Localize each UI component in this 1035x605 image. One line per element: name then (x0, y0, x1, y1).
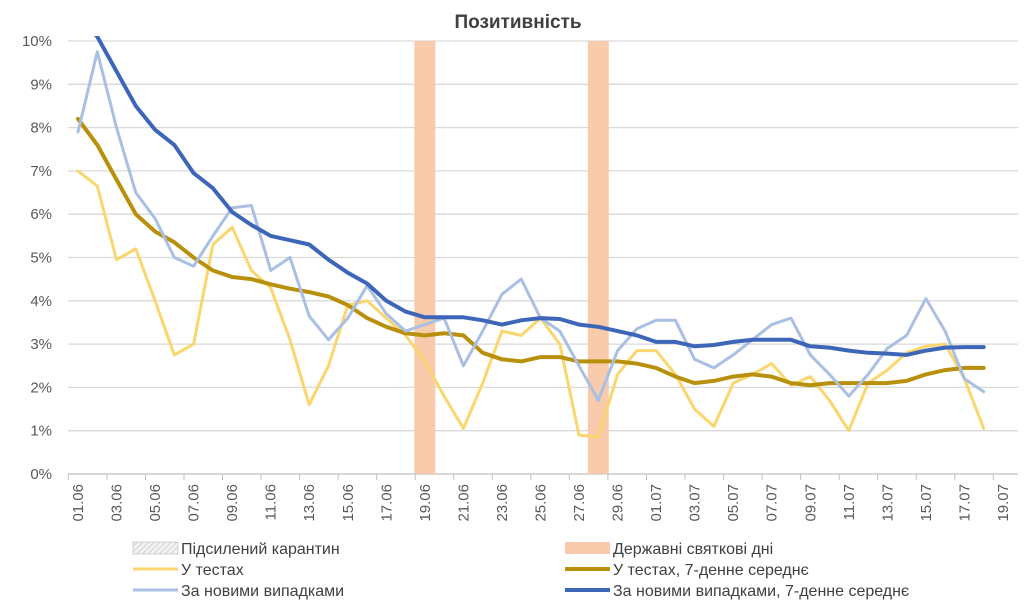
y-tick-label: 7% (30, 163, 52, 180)
y-tick-label: 1% (30, 423, 52, 440)
x-tick-label: 03.07 (687, 484, 704, 522)
x-tick-label: 11.06 (263, 484, 280, 520)
x-tick-label: 15.07 (918, 484, 935, 522)
y-tick-label: 4% (30, 293, 52, 310)
x-tick-label: 27.06 (571, 484, 588, 522)
x-tick-label: 15.06 (340, 484, 357, 522)
x-tick-label: 01.07 (648, 484, 665, 522)
series-lines (76, 36, 986, 439)
legend-label-3: За новими випадками, 7-денне середнє (613, 583, 909, 600)
legend: Підсилений карантин Державні святкові дні… (132, 541, 909, 600)
x-tick-label: 21.06 (455, 484, 472, 522)
series-line-3 (94, 36, 986, 357)
x-tick-label: 19.06 (417, 484, 434, 522)
legend-label-2: За новими випадками (181, 583, 344, 600)
holiday-band (414, 41, 436, 474)
x-tick-label: 05.06 (147, 484, 164, 522)
legend-label-holidays: Державні святкові дні (613, 541, 773, 558)
x-axis: 01.06 03.06 05.06 07.06 09.06 11.06 13.06 15.06… (67, 474, 1012, 522)
x-tick-label: 23.06 (494, 484, 511, 522)
y-tick-label: 9% (30, 76, 52, 93)
y-tick-label: 10% (22, 33, 52, 50)
x-tick-label: 11.07 (841, 484, 858, 520)
legend-label-1: У тестах, 7-денне середнє (613, 562, 809, 579)
legend-label-quarantine: Підсилений карантин (181, 541, 340, 558)
y-axis-labels: 0% 1% 2% 3% 4% 5% 6% 7% 8% 9% 10% (22, 33, 52, 483)
y-tick-label: 2% (30, 379, 52, 396)
series-line-1 (76, 116, 986, 388)
series-line-2 (76, 50, 986, 402)
x-tick-label: 17.06 (378, 484, 395, 522)
x-tick-label: 29.06 (610, 484, 627, 522)
y-tick-label: 0% (30, 466, 52, 483)
legend-swatch-quarantine (132, 541, 179, 555)
chart-title: Позитивність (454, 12, 581, 33)
x-tick-label: 05.07 (725, 484, 742, 522)
x-tick-label: 13.06 (301, 484, 318, 522)
x-tick-label: 13.07 (879, 484, 896, 522)
x-tick-label: 09.06 (224, 484, 241, 522)
x-tick-label: 17.07 (956, 484, 973, 522)
x-tick-label: 09.07 (802, 484, 819, 522)
legend-swatch-holidays (565, 542, 610, 554)
y-tick-label: 3% (30, 336, 52, 353)
holiday-bands (414, 41, 609, 474)
x-tick-label: 01.06 (70, 484, 87, 522)
y-tick-label: 8% (30, 120, 52, 137)
x-tick-label: 07.06 (186, 484, 203, 522)
y-tick-label: 6% (30, 206, 52, 223)
y-tick-label: 5% (30, 250, 52, 267)
x-tick-label: 07.07 (764, 484, 781, 522)
legend-label-0: У тестах (181, 562, 244, 579)
x-tick-label: 03.06 (109, 484, 126, 522)
series-line-0 (76, 169, 986, 439)
holiday-band (587, 41, 609, 474)
x-tick-label: 19.07 (995, 484, 1012, 522)
x-tick-label: 25.06 (532, 484, 549, 522)
